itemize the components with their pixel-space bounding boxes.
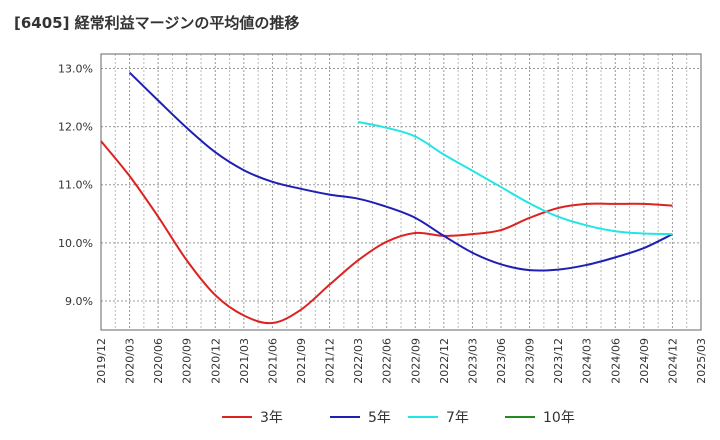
x-tick-label: 2022/03 <box>352 338 365 384</box>
legend-item: 10年 <box>505 407 575 427</box>
y-tick-label: 11.0% <box>58 179 93 192</box>
legend-item: 3年 <box>222 407 283 427</box>
legend-swatch <box>408 416 438 418</box>
x-tick-label: 2020/12 <box>209 338 222 384</box>
x-tick-label: 2023/12 <box>552 338 565 384</box>
x-tick-label: 2023/03 <box>466 338 479 384</box>
x-tick-label: 2021/03 <box>238 338 251 384</box>
chart-title: [6405] 経常利益マージンの平均値の推移 <box>14 14 300 32</box>
series-line-7年 <box>357 121 673 236</box>
y-tick-label: 10.0% <box>58 237 93 250</box>
x-tick-label: 2023/06 <box>495 338 508 384</box>
x-tick-label: 2025/03 <box>695 338 708 384</box>
x-tick-label: 2020/09 <box>181 338 194 384</box>
legend-label: 10年 <box>543 410 575 426</box>
x-tick-label: 2022/09 <box>409 338 422 384</box>
legend-item: 7年 <box>408 407 469 427</box>
x-tick-label: 2021/06 <box>266 338 279 384</box>
x-tick-label: 2019/12 <box>95 338 108 384</box>
y-tick-label: 13.0% <box>58 63 93 76</box>
y-tick-label: 9.0% <box>65 295 93 308</box>
series-layer <box>100 71 673 325</box>
series-line-5年 <box>128 71 673 272</box>
y-tick-label: 12.0% <box>58 121 93 134</box>
x-tick-label: 2020/03 <box>124 338 137 384</box>
legend-swatch <box>505 416 535 418</box>
series-line-3年 <box>100 140 673 325</box>
legend-item: 5年 <box>330 407 391 427</box>
legend-label: 3年 <box>260 410 283 426</box>
x-tick-label: 2021/12 <box>324 338 337 384</box>
legend-swatch <box>330 416 360 418</box>
legend-swatch <box>222 416 252 418</box>
x-tick-label: 2024/06 <box>609 338 622 384</box>
x-tick-label: 2022/12 <box>438 338 451 384</box>
axis-layer <box>100 53 702 331</box>
x-tick-label: 2024/09 <box>638 338 651 384</box>
x-tick-label: 2020/06 <box>152 338 165 384</box>
legend-label: 5年 <box>368 410 391 426</box>
x-tick-label: 2022/06 <box>381 338 394 384</box>
x-tick-label: 2024/03 <box>581 338 594 384</box>
label-layer: 9.0% 10.0% 11.0% 12.0% 13.0% 2019/12 2020/03 20… <box>58 63 708 384</box>
x-tick-label: 2024/12 <box>666 338 679 384</box>
x-tick-label: 2021/09 <box>295 338 308 384</box>
x-tick-label: 2023/09 <box>524 338 537 384</box>
plot-area-border <box>100 53 702 331</box>
grid-layer <box>101 54 701 330</box>
legend-label: 7年 <box>446 410 469 426</box>
